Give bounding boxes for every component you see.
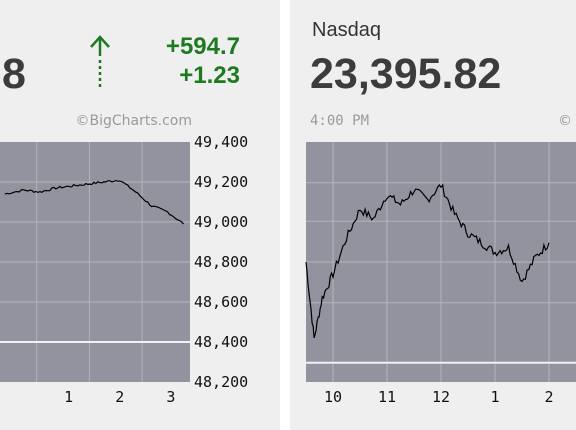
x-tick-label: 10 [324, 388, 342, 406]
x-tick-label: 2 [115, 388, 124, 406]
dow-panel: 8 +594.7 +1.23 ©BigCharts.com 1 2 3 49,400 4… [0, 0, 280, 430]
intraday-chart-right: 10 11 12 1 2 [305, 142, 576, 406]
quote-time: 4:00 PM [310, 113, 370, 129]
series-line [4, 179, 185, 225]
y-tick-label: 49,000 [194, 213, 248, 231]
change-points: +594.7 [165, 33, 240, 60]
chart-credit: ©BigCharts.com [75, 113, 193, 129]
x-tick-label: 1 [490, 388, 499, 406]
x-tick-label: 1 [64, 388, 73, 406]
x-tick-label: 11 [378, 388, 396, 406]
up-arrow-icon [90, 35, 110, 88]
y-tick-label: 48,800 [194, 253, 248, 271]
x-tick-label: 12 [432, 388, 450, 406]
x-tick-label: 3 [166, 388, 175, 406]
change-percent: +1.23 [179, 62, 240, 89]
y-tick-label: 49,400 [194, 133, 248, 151]
index-value-fragment: 8 [2, 50, 26, 98]
series-line [305, 183, 550, 339]
chart-credit: © [558, 113, 572, 129]
y-tick-label: 48,200 [194, 373, 248, 391]
nasdaq-panel: Nasdaq 23,395.82 4:00 PM © 10 11 12 1 2 [290, 0, 576, 430]
x-tick-label: 2 [544, 388, 553, 406]
y-tick-label: 48,600 [194, 293, 248, 311]
intraday-chart-left: 1 2 3 49,400 49,200 49,000 48,800 48,600 48,400 4… [0, 133, 248, 406]
index-name: Nasdaq [312, 19, 381, 41]
y-tick-label: 48,400 [194, 333, 248, 351]
index-value: 23,395.82 [310, 50, 502, 98]
y-tick-label: 49,200 [194, 173, 248, 191]
